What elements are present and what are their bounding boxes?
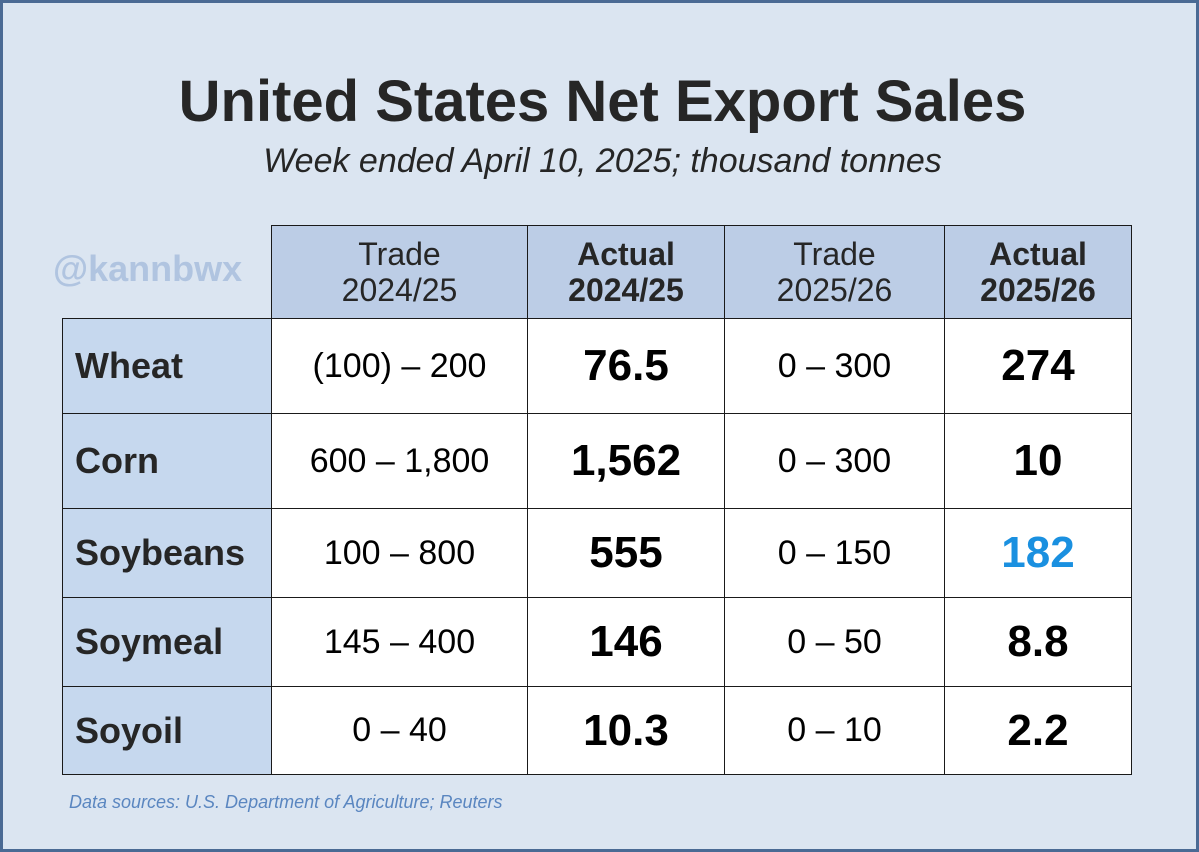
table-cell: 0 – 150 [724, 508, 945, 598]
data-source-note: Data sources: U.S. Department of Agricul… [69, 792, 503, 812]
col-header-trade-2025-26: Trade 2025/26 [724, 225, 945, 319]
table-cell: 145 – 400 [271, 597, 528, 687]
table-cell-highlighted: 182 [944, 508, 1132, 598]
row-label: Soybeans [62, 508, 272, 598]
table-cell: 0 – 40 [271, 686, 528, 775]
col-header-line1: Trade [358, 236, 441, 272]
table-row-corn: Corn 600 – 1,800 1,562 0 – 300 10 [62, 413, 1132, 509]
table-cell: 555 [527, 508, 725, 598]
table-cell: 0 – 50 [724, 597, 945, 687]
table-cell: 600 – 1,800 [271, 413, 528, 509]
col-header-line1: Trade [793, 236, 876, 272]
table-cell: 100 – 800 [271, 508, 528, 598]
row-label: Soyoil [62, 686, 272, 775]
table-cell: 2.2 [944, 686, 1132, 775]
table-cell: (100) – 200 [271, 318, 528, 414]
watermark: @kannbwx [53, 248, 243, 289]
table-row-soybeans: Soybeans 100 – 800 555 0 – 150 182 [62, 508, 1132, 598]
row-label: Soymeal [62, 597, 272, 687]
col-header-line2: 2024/25 [341, 272, 458, 308]
col-header-line2: 2025/26 [776, 272, 893, 308]
table-row-soyoil: Soyoil 0 – 40 10.3 0 – 10 2.2 [62, 686, 1132, 775]
table-row-wheat: Wheat (100) – 200 76.5 0 – 300 274 [62, 318, 1132, 414]
col-header-actual-2025-26: Actual 2025/26 [944, 225, 1132, 319]
table-cell: 8.8 [944, 597, 1132, 687]
row-label: Wheat [62, 318, 272, 414]
table-header-row: Trade 2024/25 Actual 2024/25 Trade 2025/… [63, 225, 1132, 319]
export-sales-table-container: Trade 2024/25 Actual 2024/25 Trade 2025/… [62, 225, 1132, 775]
table-corner [63, 226, 272, 319]
table-cell: 10.3 [527, 686, 725, 775]
col-header-line2: 2024/25 [568, 272, 684, 308]
table-cell: 10 [944, 413, 1132, 509]
col-header-line1: Actual [577, 236, 675, 272]
table-cell: 1,562 [527, 413, 725, 509]
chart-title: United States Net Export Sales [178, 69, 1027, 134]
table-cell: 76.5 [527, 318, 725, 414]
chart-subtitle: Week ended April 10, 2025; thousand tonn… [263, 142, 942, 180]
col-header-trade-2024-25: Trade 2024/25 [271, 225, 528, 319]
table-cell: 0 – 300 [724, 318, 945, 414]
col-header-line2: 2025/26 [980, 272, 1096, 308]
col-header-line1: Actual [989, 236, 1087, 272]
col-header-actual-2024-25: Actual 2024/25 [527, 225, 725, 319]
table-cell: 0 – 10 [724, 686, 945, 775]
table-cell: 0 – 300 [724, 413, 945, 509]
export-sales-table: Trade 2024/25 Actual 2024/25 Trade 2025/… [62, 225, 1132, 775]
table-row-soymeal: Soymeal 145 – 400 146 0 – 50 8.8 [62, 597, 1132, 687]
table-cell: 274 [944, 318, 1132, 414]
table-cell: 146 [527, 597, 725, 687]
row-label: Corn [62, 413, 272, 509]
